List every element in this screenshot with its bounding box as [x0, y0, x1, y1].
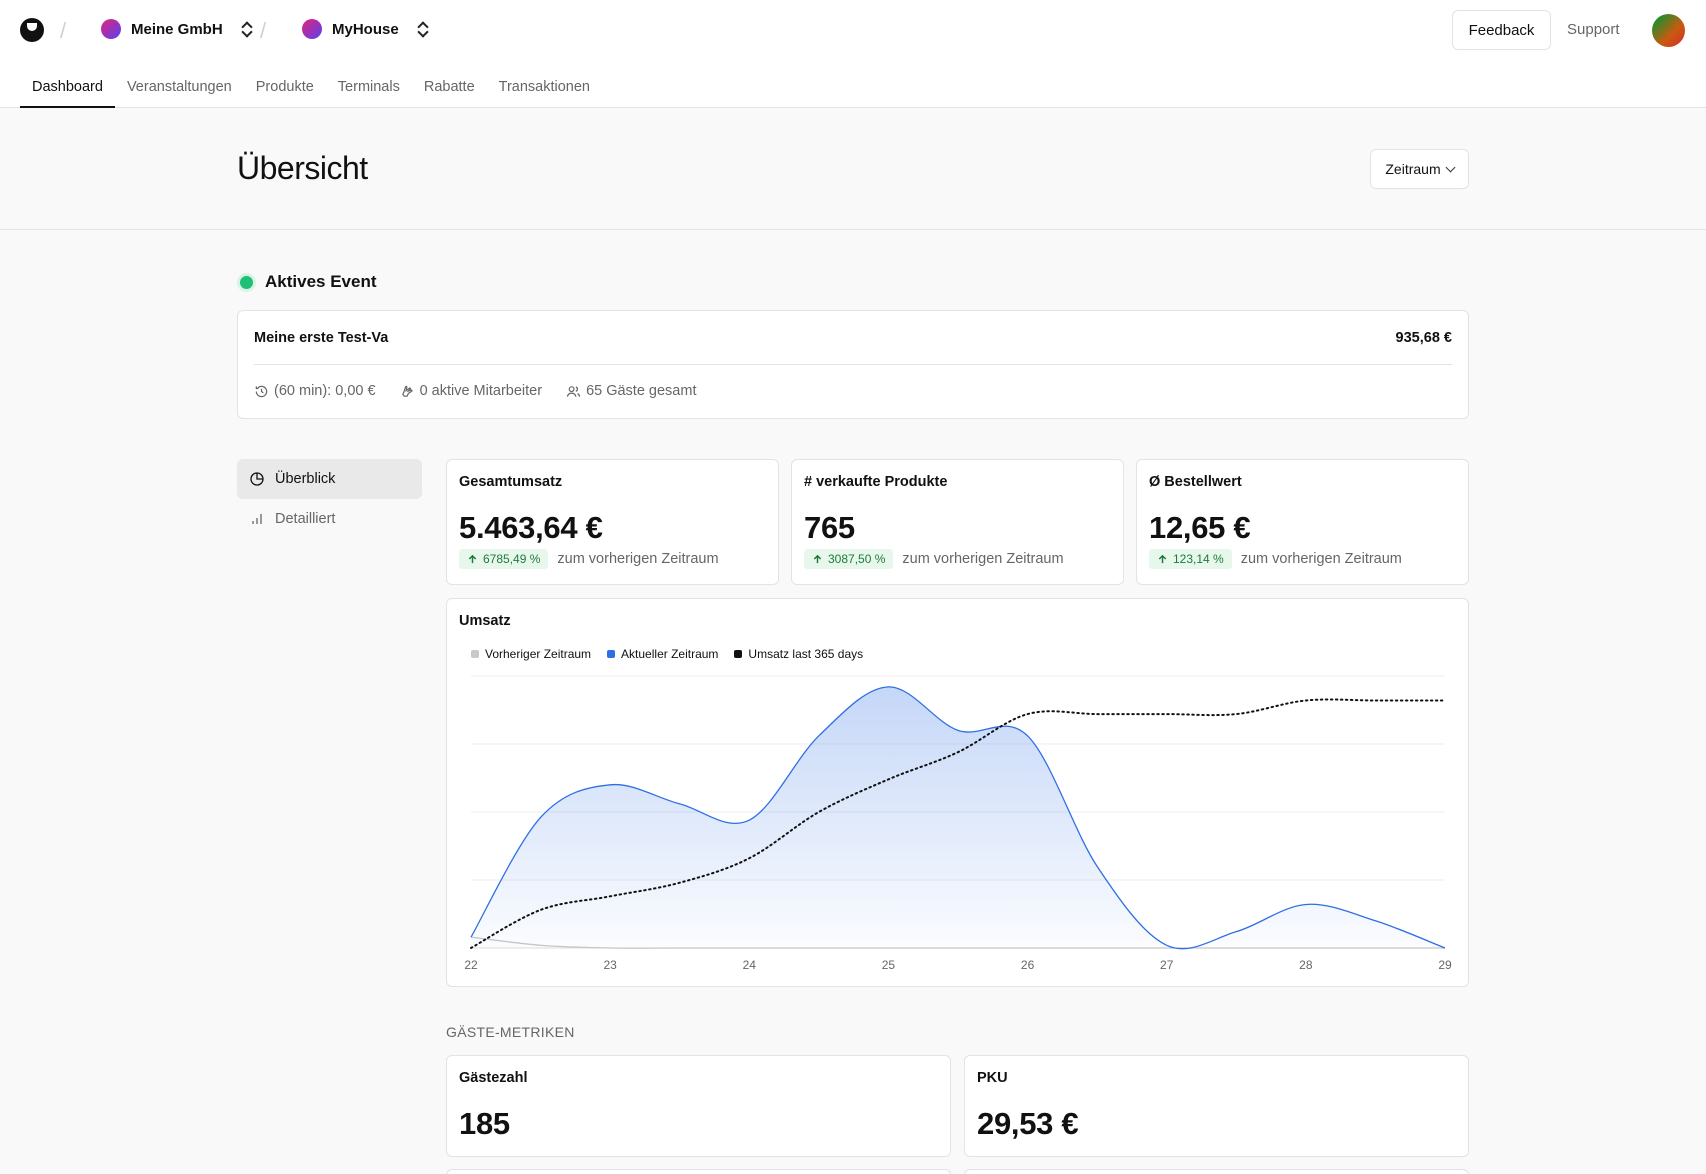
- stat-card-avg-order: Ø Bestellwert 12,65 € 123,14 % zum vorhe…: [1136, 459, 1469, 585]
- stat-card-products-sold: # verkaufte Produkte 765 3087,50 % zum v…: [791, 459, 1124, 585]
- x-tick-label: 26: [1021, 958, 1035, 972]
- period-dropdown-label: Zeitraum: [1385, 161, 1441, 177]
- stat-card-revenue: Gesamtumsatz 5.463,64 € 6785,49 % zum vo…: [446, 459, 779, 585]
- legend-item-current[interactable]: Aktueller Zeitraum: [607, 647, 718, 661]
- meta-staff: 0 aktive Mitarbeiter: [400, 383, 542, 399]
- trend-badge: 6785,49 %: [459, 549, 549, 569]
- meta-guests: 65 Gäste gesamt: [566, 383, 696, 399]
- stat-value: 765: [804, 510, 855, 545]
- legend-item-previous[interactable]: Vorheriger Zeitraum: [471, 647, 591, 661]
- tab-transaktionen[interactable]: Transaktionen: [498, 79, 590, 95]
- app-logo-icon[interactable]: [20, 18, 44, 42]
- live-status-icon: [240, 275, 253, 289]
- tab-rabatte[interactable]: Rabatte: [423, 79, 475, 95]
- tab-dashboard[interactable]: Dashboard: [20, 72, 115, 108]
- stat-compare-text: zum vorherigen Zeitraum: [902, 551, 1064, 567]
- tab-produkte[interactable]: Produkte: [255, 79, 314, 95]
- trend-badge: 123,14 %: [1149, 549, 1232, 569]
- stat-value: 12,65 €: [1149, 510, 1251, 545]
- org-name: Meine GmbH: [131, 20, 223, 38]
- chevron-updown-icon: [241, 21, 253, 37]
- feedback-button[interactable]: Feedback: [1452, 10, 1551, 50]
- x-tick-label: 25: [882, 958, 896, 972]
- event-amount: 935,68 €: [1395, 330, 1452, 346]
- revenue-chart-card: 22 23 24 25 26 27 28 29 Umsatz Vorheriger Zeitr…: [446, 598, 1469, 987]
- event-meta: (60 min): 0,00 € 0 aktive Mitarbeiter 65…: [254, 383, 696, 399]
- history-icon: [255, 385, 268, 397]
- trend-badge: 3087,50 %: [804, 549, 894, 569]
- org-switcher[interactable]: Meine GmbH: [101, 19, 253, 39]
- legend-swatch: [607, 650, 616, 658]
- stat-label: Gesamtumsatz: [459, 474, 563, 490]
- project-avatar-icon: [302, 19, 322, 39]
- chart-title: Umsatz: [459, 613, 511, 629]
- support-link[interactable]: Support: [1567, 21, 1620, 38]
- event-name: Meine erste Test-Va: [254, 330, 389, 346]
- stat-value: 29,53 €: [977, 1106, 1079, 1141]
- sidenav-item-detailed[interactable]: Detailliert: [237, 499, 422, 539]
- org-avatar-icon: [101, 19, 121, 39]
- users-icon: [566, 385, 581, 397]
- stat-card-pku: PKU 29,53 €: [964, 1055, 1469, 1157]
- tab-veranstaltungen[interactable]: Veranstaltungen: [126, 79, 232, 95]
- meta-last-hour: (60 min): 0,00 €: [254, 383, 376, 399]
- stat-compare-text: zum vorherigen Zeitraum: [1240, 551, 1402, 567]
- period-dropdown[interactable]: Zeitraum: [1370, 149, 1469, 189]
- stat-card-partial: [446, 1169, 951, 1174]
- x-tick-label: 22: [464, 958, 478, 972]
- dashboard-view-nav: Überblick Detailliert: [237, 459, 422, 539]
- stat-value: 185: [459, 1106, 510, 1141]
- stat-label: Gästezahl: [459, 1070, 528, 1086]
- sidenav-item-label: Detailliert: [275, 511, 336, 527]
- x-tick-label: 29: [1438, 958, 1452, 972]
- main-tabs: Dashboard Veranstaltungen Produkte Termi…: [20, 72, 602, 108]
- breadcrumb-separator: /: [60, 18, 67, 43]
- legend-swatch: [734, 650, 743, 658]
- arrow-up-icon: [468, 554, 477, 563]
- x-tick-label: 28: [1299, 958, 1313, 972]
- stat-card-partial: [964, 1169, 1469, 1174]
- stat-label: PKU: [977, 1070, 1008, 1086]
- user-avatar[interactable]: [1652, 14, 1685, 47]
- bar-chart-icon: [252, 514, 262, 524]
- hand-icon: [401, 385, 413, 397]
- stat-delta: 6785,49 % zum vorherigen Zeitraum: [459, 549, 719, 569]
- stat-label: # verkaufte Produkte: [804, 474, 948, 490]
- x-tick-label: 27: [1160, 958, 1174, 972]
- stat-delta: 3087,50 % zum vorherigen Zeitraum: [804, 549, 1064, 569]
- revenue-chart: 22 23 24 25 26 27 28 29: [464, 675, 1452, 972]
- series-line-current: [470, 686, 1446, 950]
- divider: [254, 364, 1452, 365]
- stat-label: Ø Bestellwert: [1149, 474, 1242, 490]
- series-area-current: [471, 686, 1445, 949]
- top-header: / Meine GmbH / MyHouse Feedback Support …: [0, 0, 1706, 108]
- chevron-down-icon: [1445, 162, 1456, 172]
- sidenav-item-overview[interactable]: Überblick: [237, 459, 422, 499]
- legend-swatch: [471, 650, 479, 658]
- active-event-card[interactable]: Meine erste Test-Va 935,68 € (60 min): 0…: [237, 310, 1469, 419]
- series-line-365-days: [470, 698, 1446, 949]
- x-tick-label: 24: [743, 958, 757, 972]
- page-header: Übersicht Zeitraum: [0, 108, 1706, 230]
- sidenav-item-label: Überblick: [275, 471, 336, 487]
- stat-delta: 123,14 % zum vorherigen Zeitraum: [1149, 549, 1402, 569]
- section-label-guest-metrics: GÄSTE-METRIKEN: [446, 1024, 575, 1040]
- project-name: MyHouse: [332, 20, 399, 38]
- page-title: Übersicht: [237, 150, 368, 186]
- project-switcher[interactable]: MyHouse: [302, 19, 429, 39]
- chevron-updown-icon: [417, 21, 429, 37]
- stat-card-guest-count: Gästezahl 185: [446, 1055, 951, 1157]
- active-event-label: Aktives Event: [265, 272, 377, 291]
- stat-value: 5.463,64 €: [459, 510, 603, 545]
- legend-item-365-days[interactable]: Umsatz last 365 days: [734, 647, 863, 661]
- breadcrumb-separator: /: [260, 18, 267, 43]
- arrow-up-icon: [813, 554, 822, 563]
- active-event-heading: Aktives Event: [240, 272, 377, 292]
- tab-terminals[interactable]: Terminals: [337, 79, 400, 95]
- x-tick-label: 23: [603, 958, 617, 972]
- stat-compare-text: zum vorherigen Zeitraum: [557, 551, 719, 567]
- chart-legend: Vorheriger Zeitraum Aktueller Zeitraum U…: [471, 647, 863, 661]
- arrow-up-icon: [1158, 554, 1167, 563]
- pie-chart-icon: [250, 472, 264, 486]
